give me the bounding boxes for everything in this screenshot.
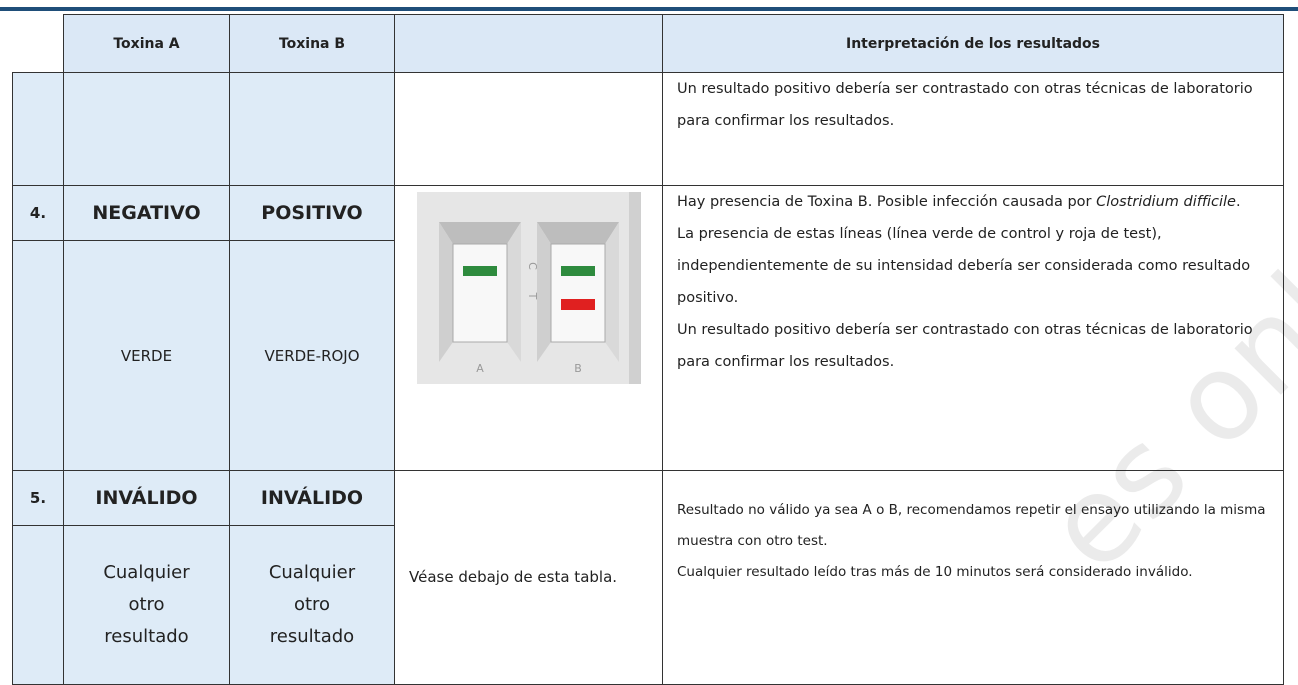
cell: VERDE-ROJO	[229, 240, 395, 471]
window-b	[550, 243, 605, 343]
paragraph: Hay presencia de Toxina B. Posible infec…	[677, 186, 1241, 218]
cassette-edge	[628, 192, 641, 384]
interpretation-cell: Un resultado positivo debería ser contra…	[662, 72, 1284, 186]
result-text: POSITIVO	[261, 202, 363, 224]
interpretation-cell: Hay presencia de Toxina B. Posible infec…	[662, 185, 1284, 471]
cell: INVÁLIDO	[229, 470, 395, 526]
result-text: NEGATIVO	[92, 202, 201, 224]
bevel	[438, 222, 453, 362]
bevel	[536, 222, 551, 362]
cell: Véase debajo de esta tabla.	[394, 470, 663, 685]
test-cassette: C T A B	[416, 192, 641, 384]
header-cell: Toxina A	[63, 14, 230, 73]
bevel	[506, 222, 521, 362]
row-number: 5.	[12, 470, 64, 526]
paragraph: Un resultado positivo debería ser contra…	[677, 322, 1253, 370]
header-cell: Toxina B	[229, 14, 395, 73]
row-number: 4.	[12, 185, 64, 241]
cell	[63, 72, 230, 186]
text: Hay presencia de Toxina B. Posible infec…	[677, 194, 1092, 210]
cell	[12, 240, 64, 471]
cell	[12, 525, 64, 685]
header-cell: Interpretación de los resultados	[662, 14, 1284, 73]
image-cell: C T A B	[394, 185, 663, 471]
bevel	[438, 222, 521, 244]
result-text: INVÁLIDO	[95, 487, 198, 509]
top-rule	[0, 7, 1298, 11]
color-text: VERDE	[120, 346, 173, 365]
result-text: INVÁLIDO	[260, 487, 364, 509]
cell: Cualquier otro resultado	[229, 525, 395, 685]
header-text: Toxina A	[113, 35, 180, 52]
window-a	[452, 243, 507, 343]
header-blank	[12, 14, 64, 73]
header-text: Interpretación de los resultados	[845, 35, 1100, 52]
cell	[12, 72, 64, 186]
control-line	[462, 266, 497, 276]
cell: VERDE	[63, 240, 230, 471]
interpretation-cell: Resultado no válido ya sea A o B, recome…	[662, 470, 1284, 685]
paragraph: Un resultado positivo debería ser contra…	[677, 81, 1253, 129]
header-cell	[394, 14, 663, 73]
row-number-text: 5.	[29, 489, 47, 507]
cassette-label: C	[526, 262, 539, 270]
bevel	[536, 222, 619, 244]
cassette-label: B	[574, 362, 582, 375]
paragraph: La presencia de estas líneas (línea verd…	[677, 226, 1251, 306]
cassette-label: T	[526, 292, 539, 300]
text: .	[1235, 194, 1241, 210]
row-number-text: 4.	[29, 204, 47, 222]
cell: POSITIVO	[229, 185, 395, 241]
header-text: Toxina B	[278, 35, 346, 52]
paragraph: Resultado no válido ya sea A o B, recome…	[677, 502, 1266, 549]
cell	[229, 72, 395, 186]
cell: INVÁLIDO	[63, 470, 230, 526]
control-line	[560, 266, 595, 276]
cassette-label: A	[476, 362, 484, 375]
cell	[394, 72, 663, 186]
bevel	[604, 222, 619, 362]
note-text: Véase debajo de esta tabla.	[409, 568, 618, 586]
paragraph: Cualquier resultado leído tras más de 10…	[677, 564, 1193, 580]
color-text: VERDE-ROJO	[264, 346, 360, 365]
color-text: Cualquier otro resultado	[103, 562, 190, 647]
organism: Clostridium difficile	[1096, 194, 1236, 210]
cell: NEGATIVO	[63, 185, 230, 241]
test-line	[560, 299, 595, 310]
color-text: Cualquier otro resultado	[268, 562, 356, 647]
cell: Cualquier otro resultado	[63, 525, 230, 685]
